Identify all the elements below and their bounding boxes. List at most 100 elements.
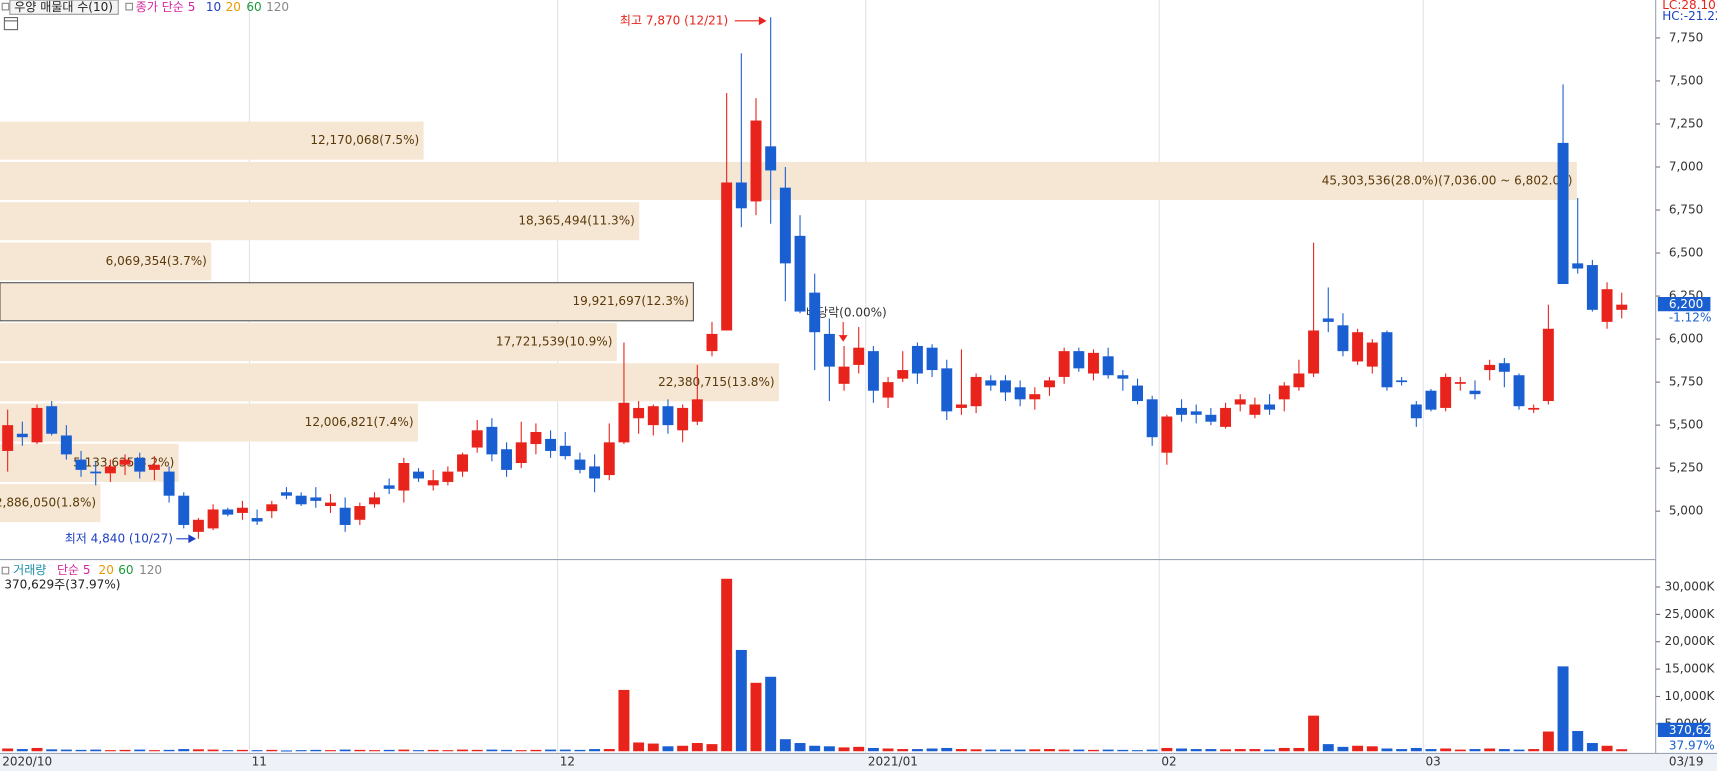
volume-bar xyxy=(31,747,43,752)
volume-bar xyxy=(295,750,307,752)
candle-body xyxy=(735,182,747,209)
volume-bar xyxy=(1293,747,1305,752)
candle-body xyxy=(1102,356,1114,376)
volume-bar xyxy=(427,749,439,752)
volume-info: 370,629주(37.97%) xyxy=(4,577,120,591)
legend-item[interactable]: 60 xyxy=(246,0,261,14)
legend-item[interactable]: 20 xyxy=(99,563,114,577)
volume-bar xyxy=(941,747,953,752)
candle-body xyxy=(970,376,982,407)
volume-bar xyxy=(192,749,204,752)
candle-body xyxy=(457,454,469,472)
candle-body xyxy=(413,471,424,479)
legend-item[interactable]: 60 xyxy=(118,563,133,577)
volume-bar xyxy=(75,749,87,752)
volume-profile-bar xyxy=(0,121,424,160)
low-annotation: 최저 4,840 (10/27) xyxy=(65,531,173,545)
volume-profile-label: 12,170,068(7.5%) xyxy=(310,133,419,147)
candle-body xyxy=(1337,325,1349,352)
legend-item[interactable]: 120 xyxy=(139,563,162,577)
candle-body xyxy=(1176,407,1188,415)
candle-body xyxy=(31,407,43,443)
y-tick-label: 15,000K xyxy=(1664,662,1715,676)
candle-body xyxy=(1058,351,1070,377)
volume-bar xyxy=(897,749,909,752)
volume-bar xyxy=(1425,749,1437,752)
volume-bar xyxy=(501,749,513,752)
ex-dividend-annotation: 배당락(0.00%) xyxy=(806,306,887,320)
legend-item[interactable]: 우양 매물대 수(10) xyxy=(14,0,113,14)
candle-body xyxy=(1410,404,1422,419)
candle-body xyxy=(251,518,263,522)
volume-bar xyxy=(280,750,292,752)
candle-body xyxy=(765,146,777,171)
volume-bar xyxy=(1014,749,1026,752)
volume-profile-label: 6,069,354(3.7%) xyxy=(106,254,207,268)
candle-body xyxy=(589,466,601,479)
volume-profile-label: 22,380,715(13.8%) xyxy=(658,375,774,389)
candle-body xyxy=(1234,399,1246,405)
y-tick-label: 7,750 xyxy=(1669,30,1703,44)
volume-bar xyxy=(955,749,967,752)
candle-body xyxy=(192,519,204,532)
calendar-icon[interactable] xyxy=(3,17,19,31)
volume-profile-label: 2,886,050(1.8%) xyxy=(0,496,96,510)
y-tick-label: 7,000 xyxy=(1669,159,1703,173)
volume-bar xyxy=(163,749,175,752)
legend-item[interactable]: 종가 단순 5 xyxy=(136,0,196,14)
candle-body xyxy=(90,471,102,474)
volume-bar xyxy=(1073,749,1085,752)
y-tick-label: 7,500 xyxy=(1669,73,1703,87)
candle-body xyxy=(926,347,938,371)
candle-body xyxy=(1264,404,1276,410)
candle-body xyxy=(1073,351,1085,369)
legend-item[interactable]: 10 xyxy=(206,0,221,14)
volume-bar xyxy=(119,749,131,752)
volume-bar xyxy=(413,750,424,752)
candle-body xyxy=(1396,380,1408,383)
legend-item[interactable]: 20 xyxy=(226,0,241,14)
candle-body xyxy=(60,435,72,455)
volume-bar xyxy=(1058,749,1070,752)
candle-body xyxy=(75,459,87,470)
candle-body xyxy=(1616,304,1628,310)
volume-bar xyxy=(1117,749,1129,752)
volume-profile-label: 19,921,697(12.3%) xyxy=(573,294,690,308)
candle-body xyxy=(867,351,879,391)
volume-bar xyxy=(1132,750,1143,752)
legend-box[interactable] xyxy=(9,0,119,15)
legend-item[interactable]: 거래량 xyxy=(13,563,46,577)
volume-bar xyxy=(1190,749,1202,752)
volume-bar xyxy=(1484,748,1496,752)
volume-profile-bar xyxy=(0,363,779,402)
legend-item[interactable]: 단순 5 xyxy=(57,563,91,577)
volume-bar xyxy=(1542,731,1554,752)
candle-body xyxy=(1601,289,1613,322)
volume-bar xyxy=(383,749,395,752)
candle-body xyxy=(1484,364,1496,371)
candle-body xyxy=(1190,411,1202,415)
candle-body xyxy=(295,495,307,505)
volume-bar xyxy=(1322,744,1334,752)
candle-body xyxy=(985,380,997,386)
legend-item[interactable]: 120 xyxy=(266,0,289,14)
candle-body xyxy=(471,430,483,448)
candle-body xyxy=(1352,332,1364,362)
candle-body xyxy=(691,399,703,422)
candles xyxy=(2,17,1628,752)
volume-bar xyxy=(1029,749,1041,752)
volume-bar xyxy=(603,749,615,752)
volume-bar xyxy=(2,748,14,752)
volume-bar xyxy=(618,689,630,752)
legend-icon xyxy=(125,2,134,11)
volume-bar xyxy=(369,750,380,752)
candle-body xyxy=(530,432,542,445)
candle-body xyxy=(1586,265,1598,310)
volume-bar xyxy=(1381,748,1393,752)
volume-bar xyxy=(530,749,542,752)
volume-bar xyxy=(1469,749,1481,752)
candle-body xyxy=(398,462,410,491)
volume-bar xyxy=(1616,749,1628,752)
volume-bar xyxy=(471,749,483,752)
